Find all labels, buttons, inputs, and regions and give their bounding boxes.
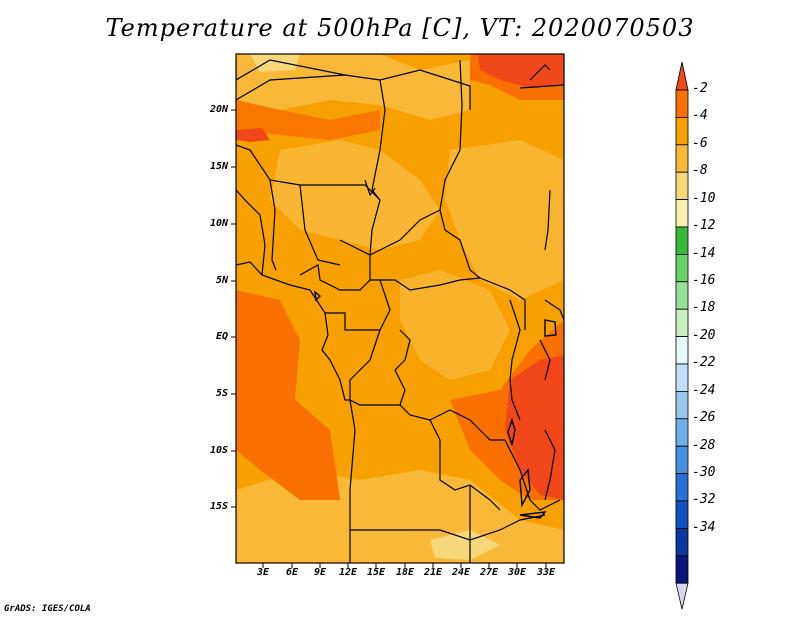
colorbar-segment — [675, 199, 689, 228]
lat-label-10N: 10N — [209, 218, 228, 229]
colorbar-label: -24 — [692, 383, 716, 398]
axis-ticks — [231, 109, 547, 568]
colorbar-label: -4 — [692, 108, 708, 123]
colorbar-segment — [675, 89, 689, 118]
colorbar-label: -20 — [692, 328, 716, 343]
colorbar-segment — [675, 363, 689, 392]
colorbar-segment — [675, 528, 689, 557]
colorbar-bottom-arrow — [675, 582, 689, 610]
lat-label-10S: 10S — [209, 445, 228, 456]
lon-label-9E: 9E — [313, 567, 327, 578]
coolest-patch-2 — [430, 530, 500, 560]
colorbar-label: -8 — [692, 163, 708, 178]
colorbar-segment — [675, 171, 689, 200]
map-frame — [235, 53, 565, 564]
lon-label-18E: 18E — [395, 567, 415, 578]
lat-label-5N: 5N — [215, 275, 228, 286]
grads-credit: GrADS: IGES/COLA — [4, 604, 91, 614]
colorbar-label: -30 — [692, 465, 716, 480]
hot-region-northeast — [478, 54, 564, 88]
colorbar-segment — [675, 445, 689, 475]
colorbar-segment — [675, 473, 689, 502]
colorbar-label: -14 — [692, 246, 716, 261]
colorbar-label: -32 — [692, 492, 716, 507]
colorbar-label: -10 — [692, 191, 716, 206]
colorbar-segment — [675, 336, 689, 365]
colorbar-top-arrow — [675, 61, 689, 91]
lon-label-27E: 27E — [479, 567, 499, 578]
colorbar-segment — [675, 418, 689, 447]
lon-label-21E: 21E — [423, 567, 443, 578]
colorbar-label: -28 — [692, 438, 716, 453]
colorbar-segment — [675, 144, 689, 173]
cool-region-sahara-north — [236, 54, 470, 120]
lon-label-6E: 6E — [285, 567, 299, 578]
colorbar-label: -16 — [692, 273, 716, 288]
colorbar-label: -2 — [692, 81, 708, 96]
coolest-patch-1 — [250, 54, 300, 72]
colorbar-label: -26 — [692, 410, 716, 425]
lon-label-15E: 15E — [366, 567, 386, 578]
colorbar-segment — [675, 253, 689, 283]
warm-region-gulf — [236, 100, 380, 140]
lat-label-5S: 5S — [215, 388, 228, 399]
colorbar-label: -22 — [692, 355, 716, 370]
hot-patch-west — [236, 128, 270, 142]
lat-label-20N: 20N — [209, 104, 228, 115]
colorbar-segment — [675, 390, 689, 420]
cool-region-east — [445, 140, 564, 300]
lat-label-EQ: EQ — [215, 331, 228, 342]
cool-region-sahel — [270, 140, 440, 250]
colorbar-segment — [675, 555, 689, 584]
colorbar-segment — [675, 117, 689, 146]
colorbar-label: -34 — [692, 520, 716, 535]
map-title: Temperature at 500hPa [C], VT: 202007050… — [105, 14, 695, 42]
colorbar-segment — [675, 226, 689, 255]
cool-region-central — [400, 270, 510, 380]
lon-label-3E: 3E — [256, 567, 270, 578]
lon-label-12E: 12E — [338, 567, 358, 578]
colorbar-segment — [675, 308, 689, 338]
lon-label-30E: 30E — [507, 567, 527, 578]
colorbar-label: -12 — [692, 218, 716, 233]
lat-label-15N: 15N — [209, 161, 228, 172]
hot-region-lakes — [505, 355, 564, 500]
lon-label-24E: 24E — [451, 567, 471, 578]
colorbar-label: -6 — [692, 136, 708, 151]
colorbar — [675, 61, 689, 610]
colorbar-segment — [675, 500, 689, 529]
warm-patch-sw — [262, 420, 330, 480]
colorbar-label: -18 — [692, 300, 716, 315]
lakes — [314, 290, 557, 519]
lon-label-33E: 33E — [536, 567, 556, 578]
lat-label-15S: 15S — [209, 501, 228, 512]
country-borders — [236, 59, 564, 563]
colorbar-segment — [675, 281, 689, 310]
